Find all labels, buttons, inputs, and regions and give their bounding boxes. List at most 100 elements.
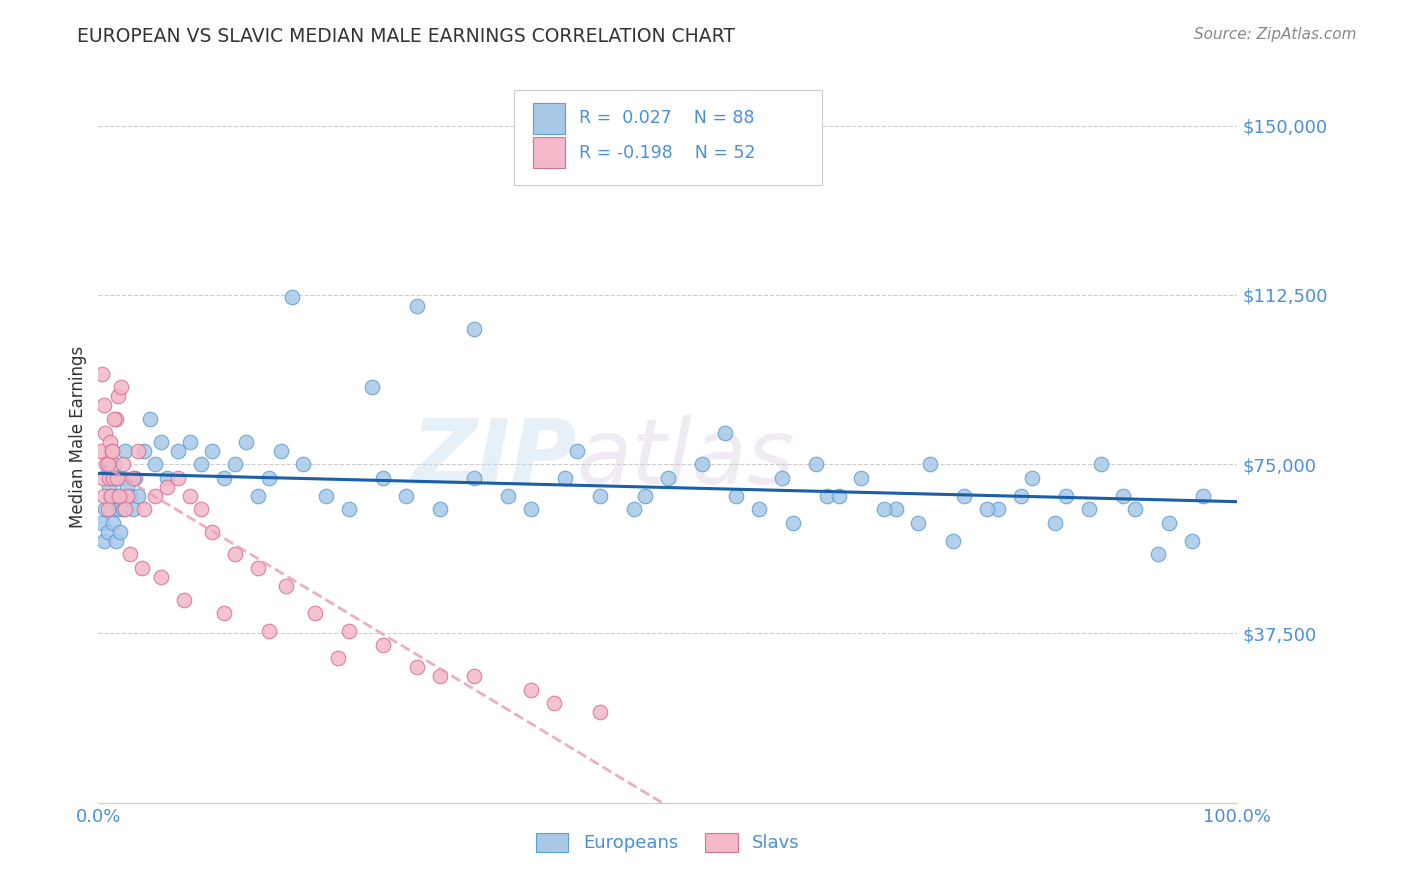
Point	[292, 457, 315, 471]
Point	[131, 561, 153, 575]
Point	[395, 489, 418, 503]
Point	[1056, 489, 1078, 503]
Point	[101, 502, 124, 516]
Point	[690, 457, 713, 471]
Point	[121, 502, 143, 516]
Point	[246, 489, 269, 503]
Point	[103, 516, 125, 530]
Point	[156, 471, 179, 485]
Point	[907, 516, 929, 530]
Point	[110, 380, 132, 394]
Point	[326, 651, 349, 665]
Point	[429, 502, 451, 516]
Point	[953, 489, 976, 503]
Point	[406, 660, 429, 674]
Point	[588, 706, 610, 720]
Point	[132, 443, 155, 458]
Point	[281, 290, 304, 304]
Point	[96, 457, 118, 471]
Point	[212, 606, 235, 620]
Point	[520, 682, 543, 697]
Point	[815, 489, 838, 503]
Point	[1157, 516, 1180, 530]
Point	[124, 471, 146, 485]
Point	[167, 471, 190, 485]
Point	[371, 638, 394, 652]
Point	[138, 412, 160, 426]
Point	[150, 434, 173, 449]
Text: R = -0.198    N = 52: R = -0.198 N = 52	[579, 144, 755, 161]
Point	[212, 471, 235, 485]
Point	[623, 502, 645, 516]
Point	[634, 489, 657, 503]
Point	[565, 443, 588, 458]
Point	[94, 425, 117, 440]
Point	[101, 443, 124, 458]
Point	[112, 502, 135, 516]
Point	[179, 434, 201, 449]
Point	[98, 489, 121, 503]
Point	[406, 299, 429, 313]
Point	[103, 471, 125, 485]
FancyBboxPatch shape	[533, 103, 565, 134]
Point	[1010, 489, 1032, 503]
Point	[156, 480, 179, 494]
Point	[1112, 489, 1135, 503]
Point	[107, 389, 129, 403]
Point	[918, 457, 941, 471]
Point	[108, 502, 131, 516]
Text: atlas: atlas	[576, 415, 794, 503]
Point	[107, 471, 129, 485]
Point	[93, 533, 115, 548]
Point	[104, 533, 127, 548]
Point	[127, 443, 149, 458]
Point	[1123, 502, 1146, 516]
Point	[90, 516, 112, 530]
Point	[90, 367, 112, 381]
Point	[98, 434, 121, 449]
Point	[337, 624, 360, 639]
Point	[270, 443, 292, 458]
Point	[104, 412, 127, 426]
Legend: Europeans, Slavs: Europeans, Slavs	[529, 826, 807, 860]
Point	[120, 548, 142, 562]
Point	[103, 457, 125, 471]
Point	[201, 443, 224, 458]
Point	[101, 443, 124, 458]
Point	[1146, 548, 1168, 562]
Point	[1192, 489, 1215, 503]
Point	[276, 579, 298, 593]
Point	[112, 457, 135, 471]
Point	[93, 399, 115, 413]
Point	[108, 489, 131, 503]
Point	[105, 489, 128, 503]
Point	[851, 471, 873, 485]
Point	[463, 322, 485, 336]
Point	[588, 489, 610, 503]
Point	[114, 502, 136, 516]
Text: ZIP: ZIP	[412, 415, 576, 503]
Point	[96, 502, 118, 516]
Point	[259, 471, 281, 485]
Point	[463, 669, 485, 683]
Point	[884, 502, 907, 516]
Y-axis label: Median Male Earnings: Median Male Earnings	[69, 346, 87, 528]
Point	[429, 669, 451, 683]
Point	[114, 443, 136, 458]
Point	[337, 502, 360, 516]
Point	[94, 502, 117, 516]
Point	[110, 489, 132, 503]
Point	[91, 471, 114, 485]
FancyBboxPatch shape	[533, 137, 565, 168]
Point	[224, 548, 246, 562]
Point	[782, 516, 804, 530]
Point	[987, 502, 1010, 516]
Point	[1078, 502, 1101, 516]
Point	[97, 471, 120, 485]
Point	[190, 457, 212, 471]
Point	[132, 502, 155, 516]
Point	[97, 480, 120, 494]
Text: Source: ZipAtlas.com: Source: ZipAtlas.com	[1194, 27, 1357, 42]
Point	[246, 561, 269, 575]
Point	[543, 697, 565, 711]
